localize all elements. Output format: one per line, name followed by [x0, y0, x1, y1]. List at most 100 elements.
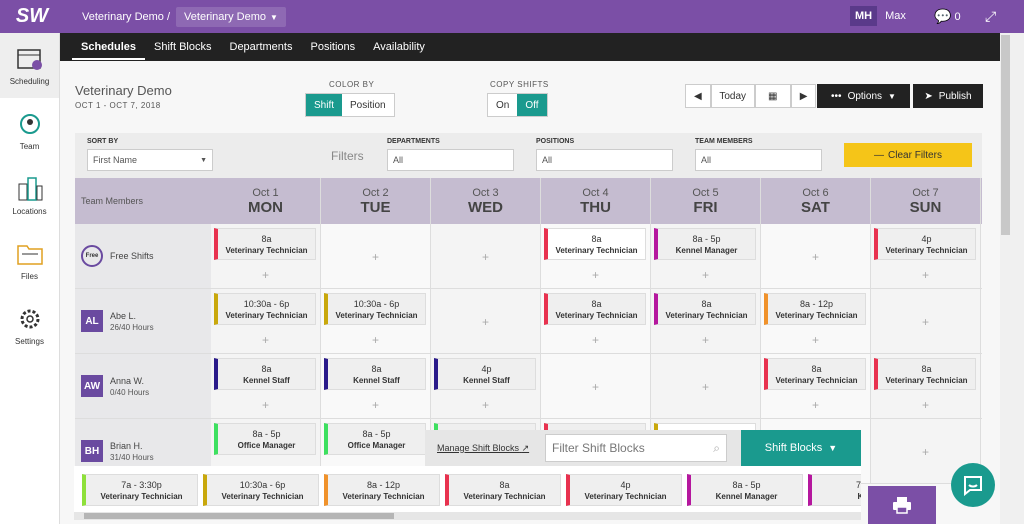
add-shift-icon[interactable]: + [261, 398, 269, 412]
options-button[interactable]: ••• Options ▼ [817, 84, 910, 108]
copy-on[interactable]: On [488, 94, 518, 116]
shift-card[interactable]: 10:30a - 6p Veterinary Technician [214, 293, 316, 325]
schedule-cell[interactable]: 8a Veterinary Technician + [761, 354, 871, 418]
add-shift-icon[interactable]: + [701, 380, 709, 394]
copy-off[interactable]: Off [517, 94, 547, 116]
schedule-cell[interactable]: 4p Veterinary Technician + [871, 224, 981, 288]
shift-block[interactable]: 8a - 5p Kennel Manager [687, 474, 803, 506]
add-shift-icon[interactable]: + [481, 250, 489, 264]
member-label[interactable]: AL Abe L. 26/40 Hours [75, 289, 211, 353]
sidebar-item-team[interactable]: Team [0, 98, 59, 163]
add-shift-icon[interactable]: + [921, 315, 929, 329]
shift-card[interactable]: 4p Kennel Staff [434, 358, 536, 390]
page-scrollbar-thumb[interactable] [1001, 35, 1010, 235]
tab-schedules[interactable]: Schedules [72, 34, 146, 60]
color-by-shift[interactable]: Shift [306, 94, 343, 116]
page-scrollbar[interactable] [1000, 33, 1024, 524]
schedule-cell[interactable]: + [321, 224, 431, 288]
shift-card[interactable]: 10:30a - 6p Veterinary Technician [324, 293, 426, 325]
add-shift-icon[interactable]: + [701, 333, 709, 347]
schedule-cell[interactable]: 10:30a - 6p Veterinary Technician + [211, 289, 321, 353]
tab-availability[interactable]: Availability [373, 41, 425, 53]
next-week-button[interactable]: ▶ [790, 84, 817, 108]
add-shift-icon[interactable]: + [371, 398, 379, 412]
shift-block[interactable]: 10:30a - 6p Veterinary Technician [203, 474, 319, 506]
tray-scrollbar[interactable] [74, 512, 861, 520]
messages-button[interactable]: 💬 0 [934, 8, 961, 25]
shift-card[interactable]: 8a - 5p Kennel Manager [654, 228, 756, 260]
schedule-cell[interactable]: 8a Veterinary Technician + [651, 289, 761, 353]
shift-card[interactable]: 8a Veterinary Technician [544, 293, 646, 325]
shift-card[interactable]: 8a Veterinary Technician [654, 293, 756, 325]
breadcrumb[interactable]: Veterinary Demo / [82, 10, 171, 23]
sidebar-item-settings[interactable]: Settings [0, 293, 59, 358]
filter-shift-blocks-input[interactable]: Filter Shift Blocks ⌕ [545, 434, 727, 462]
tab-departments[interactable]: Departments [229, 41, 293, 53]
shift-card[interactable]: 8a Veterinary Technician [874, 358, 976, 390]
add-shift-icon[interactable]: + [591, 268, 599, 282]
shift-card[interactable]: 8a - 12p Veterinary Technician [764, 293, 866, 325]
team-members-input[interactable]: All [695, 149, 822, 171]
shift-blocks-button[interactable]: Shift Blocks ▼ [741, 430, 861, 466]
shift-card[interactable]: 8a - 5p Office Manager [324, 423, 426, 455]
shift-block[interactable]: 7a - 3Kenn [808, 474, 861, 506]
expand-icon[interactable]: ⤢ [985, 8, 997, 24]
member-label[interactable]: Free Free Shifts [75, 224, 211, 288]
shift-card[interactable]: 8a Kennel Staff [214, 358, 316, 390]
schedule-cell[interactable]: 8a - 5p Kennel Manager + [651, 224, 761, 288]
add-shift-icon[interactable]: + [591, 380, 599, 394]
shift-card[interactable]: 8a Veterinary Technician [544, 228, 646, 260]
calendar-button[interactable]: ▦ [754, 84, 791, 108]
shift-card[interactable]: 8a Kennel Staff [324, 358, 426, 390]
add-shift-icon[interactable]: + [371, 250, 379, 264]
shift-card[interactable]: 4p Veterinary Technician [874, 228, 976, 260]
add-shift-icon[interactable]: + [591, 333, 599, 347]
color-by-position[interactable]: Position [342, 94, 394, 116]
manage-shift-blocks-link[interactable]: Manage Shift Blocks ↗ [437, 443, 545, 454]
add-shift-icon[interactable]: + [811, 333, 819, 347]
prev-week-button[interactable]: ◀ [685, 84, 711, 108]
support-chat-button[interactable] [951, 463, 995, 507]
schedule-cell[interactable]: 8a Veterinary Technician + [871, 354, 981, 418]
schedule-cell[interactable]: 8a Veterinary Technician + [211, 224, 321, 288]
sidebar-item-locations[interactable]: Locations [0, 163, 59, 228]
today-button[interactable]: Today [710, 84, 755, 108]
add-shift-icon[interactable]: + [811, 250, 819, 264]
shift-card[interactable]: 8a Veterinary Technician [764, 358, 866, 390]
shift-block[interactable]: 8a Veterinary Technician [445, 474, 561, 506]
add-shift-icon[interactable]: + [701, 268, 709, 282]
tab-positions[interactable]: Positions [310, 41, 356, 53]
shift-card[interactable]: 8a - 5p Office Manager [214, 423, 316, 455]
schedule-cell[interactable]: 8a - 12p Veterinary Technician + [761, 289, 871, 353]
schedule-cell[interactable]: 8a Veterinary Technician + [541, 289, 651, 353]
location-dropdown[interactable]: Veterinary Demo ▼ [176, 6, 286, 27]
publish-button[interactable]: ➤ Publish [913, 84, 983, 108]
shift-block[interactable]: 4p Veterinary Technician [566, 474, 682, 506]
schedule-cell[interactable]: + [541, 354, 651, 418]
shift-card[interactable]: 8a Veterinary Technician [214, 228, 316, 260]
positions-input[interactable]: All [536, 149, 673, 171]
add-shift-icon[interactable]: + [481, 315, 489, 329]
shift-block[interactable]: 8a - 12p Veterinary Technician [324, 474, 440, 506]
add-shift-icon[interactable]: + [261, 333, 269, 347]
schedule-cell[interactable]: + [871, 289, 981, 353]
schedule-cell[interactable]: 8a Veterinary Technician + [541, 224, 651, 288]
schedule-cell[interactable]: 4p Kennel Staff + [431, 354, 541, 418]
add-shift-icon[interactable]: + [481, 398, 489, 412]
app-logo[interactable]: SW [15, 5, 49, 27]
schedule-cell[interactable]: + [431, 289, 541, 353]
print-button[interactable] [868, 486, 936, 524]
schedule-cell[interactable]: + [651, 354, 761, 418]
scrollbar-thumb[interactable] [84, 513, 394, 519]
schedule-cell[interactable]: + [761, 224, 871, 288]
schedule-cell[interactable]: 10:30a - 6p Veterinary Technician + [321, 289, 431, 353]
user-menu[interactable]: MH Max [850, 6, 906, 26]
tab-shift-blocks[interactable]: Shift Blocks [154, 41, 212, 53]
add-shift-icon[interactable]: + [371, 333, 379, 347]
clear-filters-button[interactable]: — Clear Filters [844, 143, 972, 167]
shift-block[interactable]: 7a - 3:30p Veterinary Technician [82, 474, 198, 506]
sort-select[interactable]: First Name ▼ [87, 149, 213, 171]
schedule-cell[interactable]: 8a Kennel Staff + [211, 354, 321, 418]
departments-input[interactable]: All [387, 149, 514, 171]
add-shift-icon[interactable]: + [921, 268, 929, 282]
